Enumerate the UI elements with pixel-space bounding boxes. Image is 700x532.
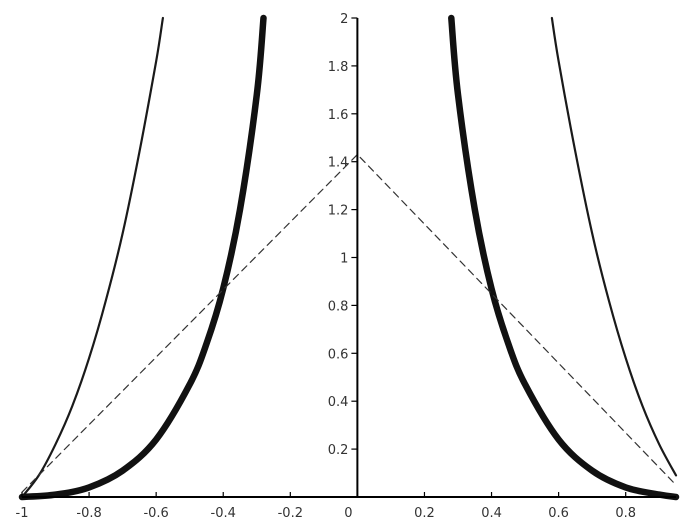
y-tick-label: 0.8 [328, 299, 349, 314]
series-dashed-curve-1 [21, 153, 677, 493]
series-thin-solid-curve-1 [20, 16, 164, 499]
x-tick-label: -0.8 [76, 506, 101, 521]
x-tick-label: -1 [16, 506, 29, 521]
x-tick-label: 0 [344, 506, 352, 521]
y-tick-label: 0.2 [328, 443, 349, 458]
y-tick-label: 1.2 [328, 204, 349, 219]
chart-axes [22, 18, 676, 498]
y-tick-label: 1.4 [328, 156, 349, 171]
y-tick-label: 0.6 [328, 347, 349, 362]
x-tick-label: 0.4 [481, 506, 502, 521]
x-tick-label: 0.8 [615, 506, 636, 521]
x-tick-label: -0.2 [278, 506, 303, 521]
x-tick-label: 0.2 [414, 506, 435, 521]
series-thin-solid-curve-2 [550, 16, 678, 477]
y-tick-label: 1.8 [328, 60, 349, 75]
chart-curves [18, 14, 680, 501]
y-tick-label: 0.4 [328, 395, 349, 410]
x-tick-label: -0.4 [211, 506, 236, 521]
y-tick-group: 0.2 0.4 0.6 0.8 1 1.2 1.4 1.6 1.8 2 [328, 12, 358, 458]
x-tick-group: -1 -0.8 -0.6 -0.4 -0.2 0 0.2 0.4 0.6 0.8 [16, 492, 636, 521]
x-tick-label: -0.6 [143, 506, 168, 521]
y-tick-label: 1.6 [328, 108, 349, 123]
y-tick-label: 1 [340, 252, 348, 267]
y-tick-label: 2 [340, 12, 348, 27]
series-thick-solid-curve-1 [18, 14, 267, 501]
series-thick-solid-curve-2 [448, 14, 680, 501]
x-tick-label: 0.6 [548, 506, 569, 521]
